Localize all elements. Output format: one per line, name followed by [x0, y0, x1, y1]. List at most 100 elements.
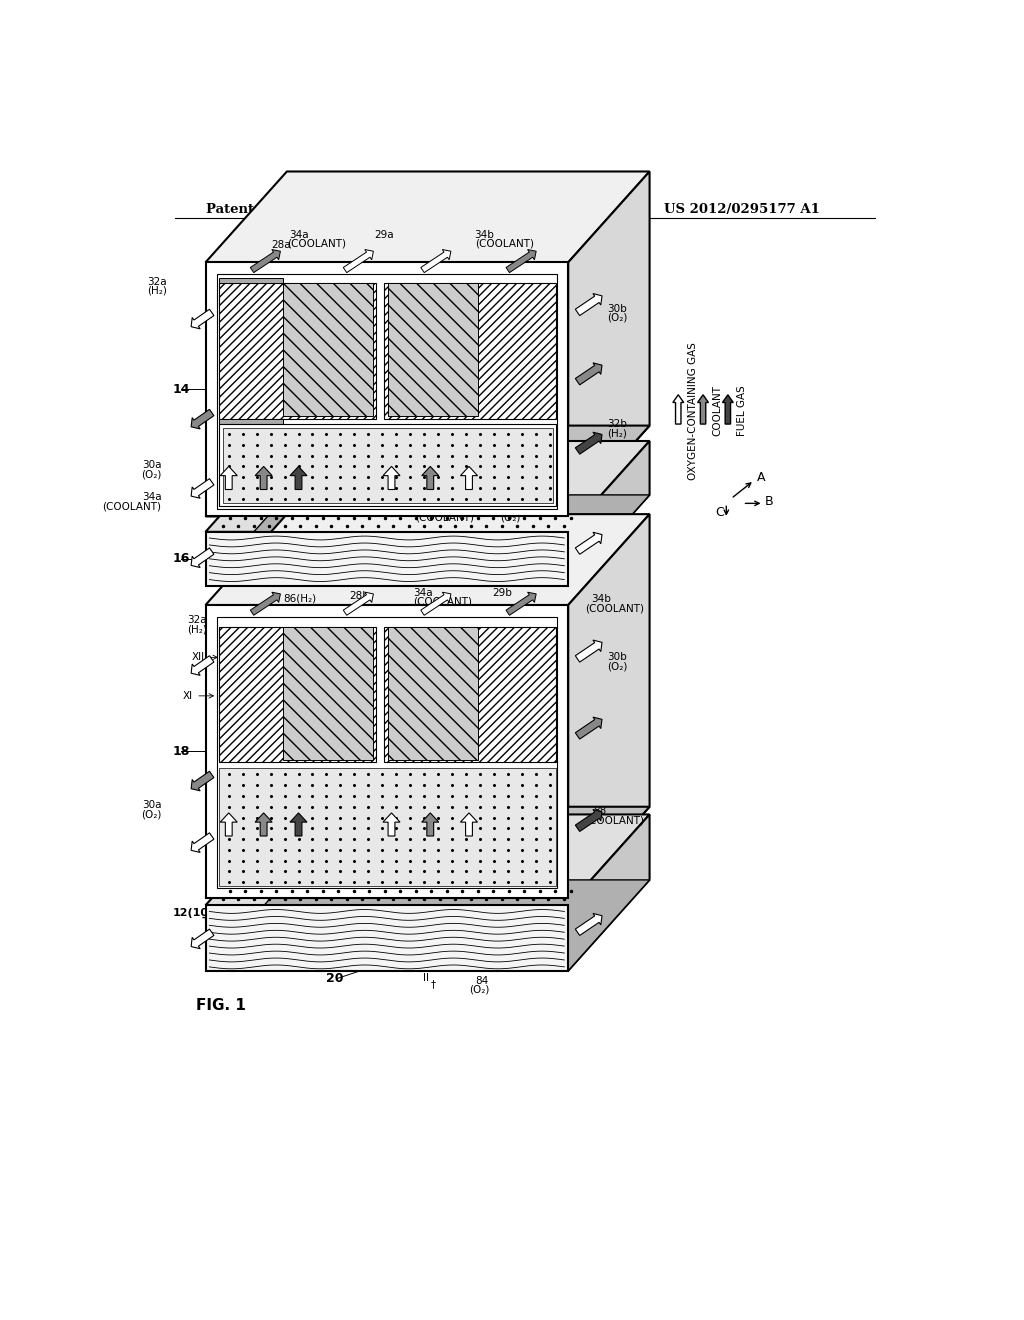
Polygon shape	[568, 515, 649, 898]
Text: 32a: 32a	[187, 615, 207, 626]
FancyArrow shape	[575, 717, 602, 739]
Text: 16a: 16a	[529, 508, 549, 517]
Polygon shape	[384, 627, 556, 762]
Text: 30b: 30b	[607, 304, 627, 314]
Text: (COOLANT): (COOLANT)	[287, 239, 346, 249]
Text: 26(H₂): 26(H₂)	[322, 506, 355, 516]
FancyArrow shape	[191, 771, 214, 791]
Polygon shape	[206, 263, 568, 516]
Text: (O₂): (O₂)	[141, 809, 162, 820]
Text: COOLANT: COOLANT	[713, 385, 722, 437]
Text: (H₂): (H₂)	[607, 428, 627, 438]
Text: OXYGEN-CONTAINING GAS: OXYGEN-CONTAINING GAS	[687, 342, 697, 480]
FancyArrow shape	[343, 593, 374, 615]
FancyArrow shape	[255, 813, 272, 836]
Text: 34a: 34a	[413, 589, 432, 598]
Text: 14: 14	[173, 383, 190, 396]
Text: 34b: 34b	[424, 814, 444, 824]
FancyArrow shape	[697, 395, 709, 424]
Text: 34b: 34b	[592, 594, 611, 603]
Polygon shape	[219, 418, 283, 424]
Text: 84: 84	[475, 975, 488, 986]
Text: 16: 16	[173, 552, 190, 565]
Polygon shape	[217, 275, 557, 508]
Polygon shape	[219, 424, 556, 507]
Polygon shape	[206, 605, 568, 898]
FancyArrow shape	[255, 466, 272, 490]
Text: 29b: 29b	[297, 816, 316, 825]
Polygon shape	[283, 284, 373, 416]
FancyArrow shape	[575, 913, 602, 936]
Text: A: A	[758, 471, 766, 484]
Text: 34a: 34a	[266, 904, 286, 915]
FancyArrow shape	[220, 466, 238, 490]
Text: 28b: 28b	[349, 591, 369, 601]
Text: XII: XII	[499, 635, 512, 644]
FancyArrow shape	[191, 656, 214, 676]
Polygon shape	[219, 627, 376, 762]
Polygon shape	[206, 880, 649, 970]
Polygon shape	[388, 627, 478, 760]
FancyArrow shape	[506, 593, 537, 615]
FancyArrow shape	[343, 249, 374, 273]
Text: (COOLANT): (COOLANT)	[475, 239, 535, 249]
Text: 32b: 32b	[538, 814, 557, 824]
FancyArrow shape	[421, 249, 451, 273]
Text: 84: 84	[506, 504, 519, 513]
FancyArrow shape	[575, 640, 602, 663]
Text: (O₂): (O₂)	[141, 469, 162, 479]
Polygon shape	[206, 495, 649, 586]
Text: XI: XI	[182, 690, 193, 701]
Polygon shape	[217, 616, 557, 888]
FancyArrow shape	[575, 532, 602, 554]
FancyArrow shape	[191, 479, 214, 498]
FancyArrow shape	[422, 466, 438, 490]
Text: 29a: 29a	[266, 499, 286, 508]
Text: (H₂): (H₂)	[538, 824, 557, 833]
Polygon shape	[206, 172, 649, 263]
Text: (COOLANT): (COOLANT)	[414, 597, 472, 607]
Text: US 2012/0295177 A1: US 2012/0295177 A1	[665, 203, 820, 216]
Polygon shape	[388, 284, 478, 416]
Text: 34a: 34a	[289, 231, 308, 240]
FancyArrow shape	[290, 813, 307, 836]
FancyArrow shape	[191, 548, 214, 568]
Text: (O₂): (O₂)	[469, 985, 489, 995]
Text: Patent Application Publication: Patent Application Publication	[206, 203, 432, 216]
Text: 12(10̲): 12(10̲)	[173, 908, 214, 919]
FancyArrow shape	[191, 833, 214, 853]
FancyArrow shape	[506, 249, 537, 273]
Text: XIII: XIII	[375, 727, 390, 737]
Text: 26(H₂): 26(H₂)	[356, 817, 390, 828]
FancyArrow shape	[191, 409, 214, 429]
Text: (O₂): (O₂)	[607, 661, 628, 672]
Polygon shape	[206, 441, 649, 532]
Text: (COOLANT): (COOLANT)	[256, 913, 314, 924]
Polygon shape	[206, 906, 568, 970]
Text: (COOLANT): (COOLANT)	[586, 816, 644, 825]
Text: 29b: 29b	[493, 589, 512, 598]
Text: 18: 18	[173, 744, 190, 758]
Text: C: C	[716, 506, 724, 519]
Polygon shape	[568, 172, 649, 516]
FancyArrow shape	[575, 809, 602, 832]
Text: 20: 20	[326, 972, 343, 985]
Text: (COOLANT): (COOLANT)	[102, 502, 162, 511]
Polygon shape	[219, 284, 376, 418]
Text: (O₂): (O₂)	[607, 313, 628, 323]
Text: (COOLANT): (COOLANT)	[586, 603, 644, 612]
Polygon shape	[206, 814, 649, 906]
Text: 30a: 30a	[142, 800, 162, 810]
Text: FUEL GAS: FUEL GAS	[737, 385, 748, 437]
FancyArrow shape	[575, 363, 602, 385]
Text: (COOLANT): (COOLANT)	[415, 513, 474, 523]
Text: (H₂): (H₂)	[146, 286, 167, 296]
FancyArrow shape	[461, 813, 477, 836]
Text: 32b: 32b	[607, 418, 627, 429]
Polygon shape	[568, 814, 649, 970]
FancyArrow shape	[290, 466, 307, 490]
FancyArrow shape	[383, 466, 400, 490]
Text: (H₂): (H₂)	[187, 624, 207, 635]
FancyArrow shape	[722, 395, 733, 424]
Text: 34a: 34a	[141, 492, 162, 502]
